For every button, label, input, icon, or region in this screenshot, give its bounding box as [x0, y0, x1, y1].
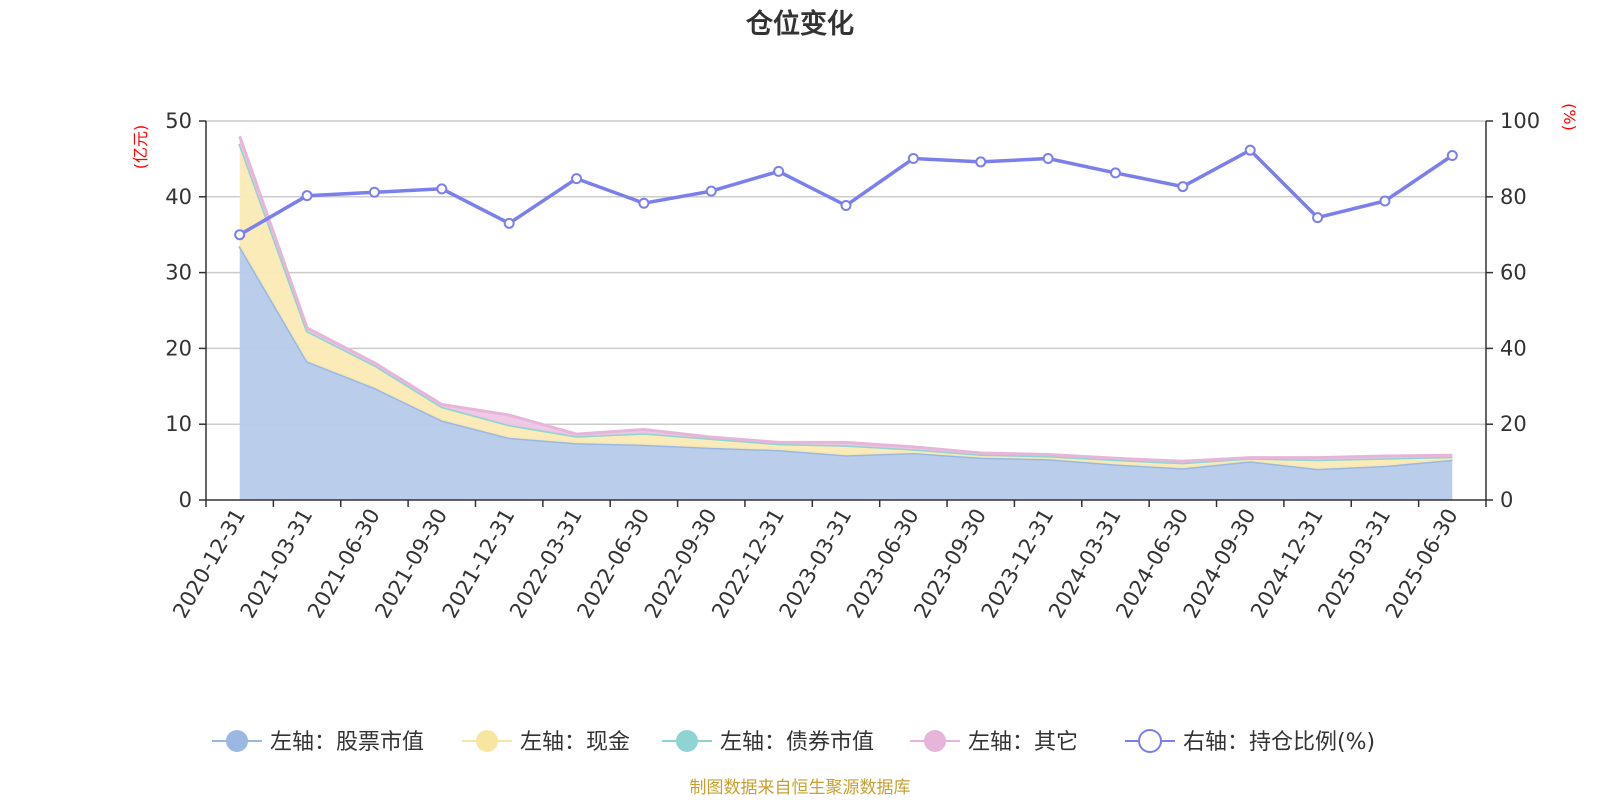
ratio-point — [301, 190, 313, 202]
ratio-point — [1177, 181, 1189, 193]
right-axis-unit: (%) — [1560, 103, 1579, 131]
ratio-point — [368, 186, 380, 198]
ratio-point — [1109, 167, 1121, 179]
left-tick-label: 10 — [165, 412, 192, 436]
ratio-line-4 — [238, 148, 1454, 237]
source-note: 制图数据来自恒生聚源数据库 — [690, 778, 911, 798]
legend-item-2: 左轴：债券市值 — [662, 730, 874, 755]
ratio-point — [840, 200, 852, 212]
legend-label: 左轴：股票市值 — [270, 730, 424, 755]
legend-item-3: 左轴：其它 — [910, 730, 1078, 755]
legend-label: 左轴：现金 — [520, 730, 630, 755]
ratio-point — [1042, 153, 1054, 165]
right-tick-label: 40 — [1500, 336, 1527, 360]
left-tick-label: 40 — [165, 185, 192, 209]
area-edge-3 — [238, 135, 1453, 463]
ratio-point — [638, 197, 650, 209]
ratio-point — [907, 153, 919, 165]
left-tick-label: 50 — [165, 109, 192, 133]
left-tick-label: 0 — [179, 488, 192, 512]
ratio-point — [436, 183, 448, 195]
legend: 左轴：股票市值 左轴：现金 左轴：债券市值 左轴：其它 右轴：持仓比例(%) — [212, 729, 1375, 755]
ratio-point — [1379, 195, 1391, 207]
right-tick-label: 20 — [1500, 412, 1527, 436]
right-tick-label: 0 — [1500, 488, 1513, 512]
x-tick-label: 2025-06-30 — [1381, 505, 1463, 623]
left-tick-label: 20 — [165, 336, 192, 360]
ratio-point — [705, 185, 717, 197]
legend-marker — [676, 730, 698, 752]
area-0 — [239, 246, 1453, 500]
ratio-point — [1446, 149, 1458, 161]
ratio-point — [571, 173, 583, 185]
legend-item-0: 左轴：股票市值 — [212, 730, 424, 755]
right-tick-label: 80 — [1500, 185, 1527, 209]
holding-ratio-series — [234, 144, 1458, 241]
ratio-point — [1244, 144, 1256, 156]
legend-item-4: 右轴：持仓比例(%) — [1125, 729, 1375, 755]
ratio-point — [773, 165, 785, 177]
ratio-point — [1312, 212, 1324, 224]
ratio-point — [234, 229, 246, 241]
chart-title: 仓位变化 — [745, 8, 854, 40]
legend-marker — [226, 730, 248, 752]
legend-label: 左轴：其它 — [968, 730, 1078, 755]
legend-item-1: 左轴：现金 — [462, 730, 630, 755]
legend-marker — [476, 730, 498, 752]
right-tick-label: 100 — [1500, 109, 1540, 133]
grid-lines — [206, 120, 1486, 425]
stacked-areas — [238, 135, 1453, 500]
ratio-point — [975, 156, 987, 168]
left-tick-label: 30 — [165, 261, 192, 285]
legend-marker — [924, 730, 946, 752]
legend-label: 左轴：债券市值 — [720, 730, 874, 755]
ratio-point — [503, 217, 515, 229]
left-axis-unit: (亿元) — [131, 125, 150, 170]
right-tick-label: 60 — [1500, 261, 1527, 285]
legend-marker — [1138, 729, 1162, 753]
legend-label: 右轴：持仓比例(%) — [1183, 730, 1375, 755]
